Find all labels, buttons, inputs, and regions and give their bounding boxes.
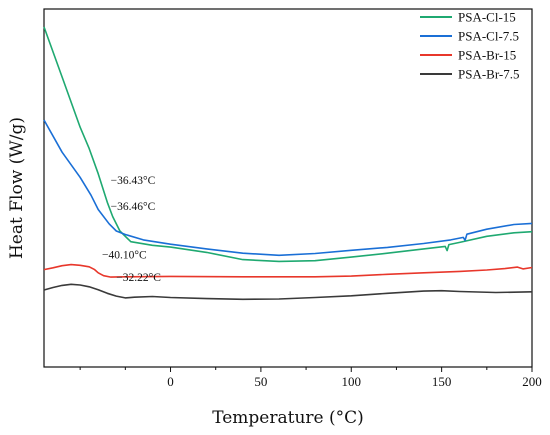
legend-label: PSA-Br-7.5	[458, 67, 520, 82]
legend-label: PSA-Cl-15	[458, 10, 516, 25]
x-axis-title: Temperature (°C)	[212, 408, 364, 428]
annotation-1: −36.43°C	[111, 175, 156, 187]
x-tick-label: 50	[254, 374, 267, 389]
legend-label: PSA-Cl-7.5	[458, 29, 519, 44]
y-axis-title: Heat Flow (W/g)	[7, 117, 27, 259]
legend-label: PSA-Br-15	[458, 48, 516, 63]
series-layer	[43, 26, 533, 301]
series-line-psa-br-7-5	[43, 283, 533, 301]
annotation-layer: −36.43°C −36.46°C −40.10°C −32.22°C	[102, 175, 161, 284]
x-tick-label: 100	[342, 374, 362, 389]
annotation-3: −40.10°C	[102, 250, 147, 262]
x-tick-label: 150	[432, 374, 452, 389]
x-axis-ticks: 0 50 100 150 200	[79, 367, 542, 389]
x-tick-label: 0	[167, 374, 174, 389]
x-tick-label: 200	[522, 374, 542, 389]
series-line-psa-cl-15	[43, 26, 533, 263]
annotation-4: −32.22°C	[116, 272, 161, 284]
plot-frame	[43, 8, 533, 368]
legend: PSA-Cl-15 PSA-Cl-7.5 PSA-Br-15 PSA-Br-7.5	[420, 10, 520, 82]
series-line-psa-br-15	[43, 263, 533, 278]
series-line-psa-cl-7-5	[43, 119, 533, 257]
annotation-2: −36.46°C	[111, 201, 156, 213]
